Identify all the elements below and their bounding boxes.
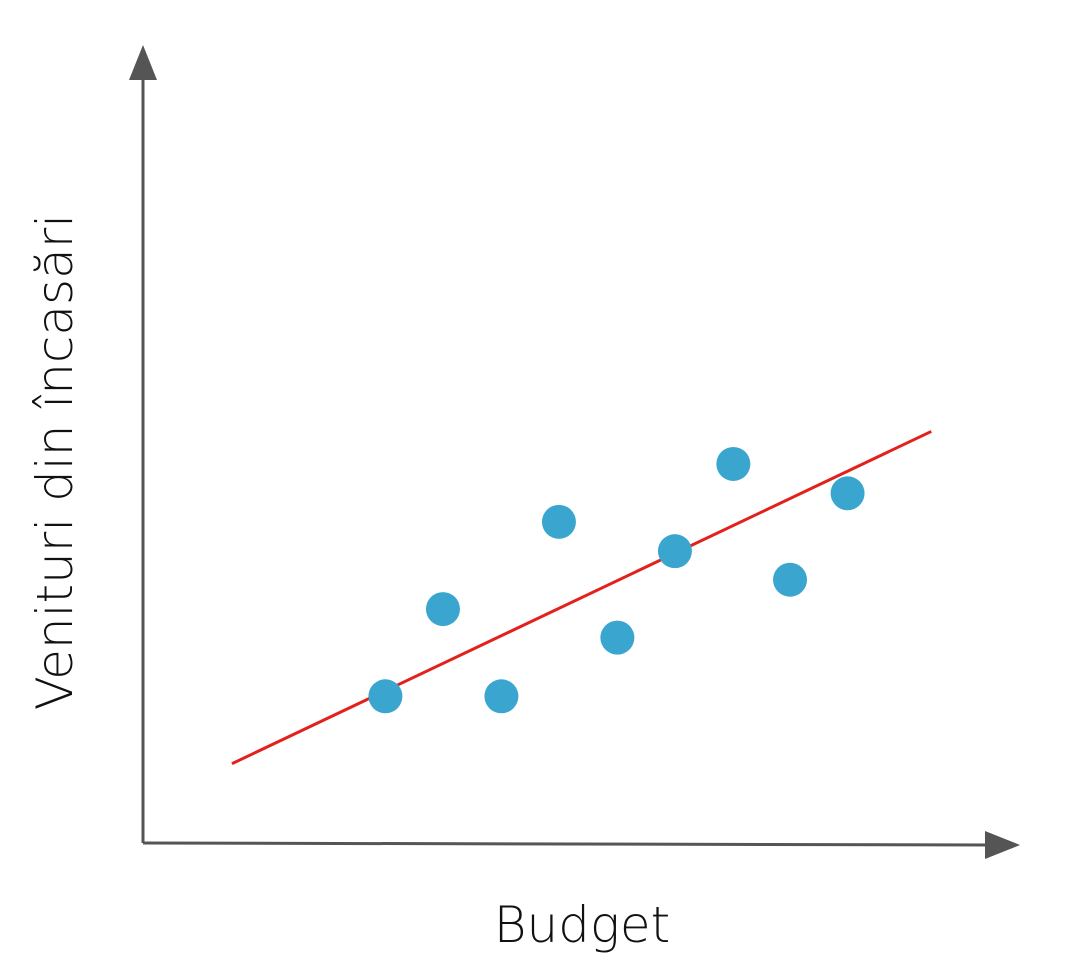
data-point	[541, 504, 576, 539]
data-point	[484, 679, 519, 714]
trend-line	[231, 430, 932, 766]
y-axis-arrow	[129, 45, 157, 80]
x-axis	[142, 841, 991, 847]
x-axis-label: Budget	[494, 896, 671, 954]
data-point	[830, 476, 865, 511]
data-point	[425, 592, 460, 627]
data-point	[657, 534, 692, 569]
data-point	[716, 446, 751, 481]
data-point	[368, 679, 403, 714]
y-axis-label: Venituri din încasări	[26, 214, 84, 710]
data-point	[600, 620, 635, 655]
x-axis-arrow	[985, 831, 1020, 859]
axes	[129, 45, 1020, 859]
data-point	[773, 562, 808, 597]
